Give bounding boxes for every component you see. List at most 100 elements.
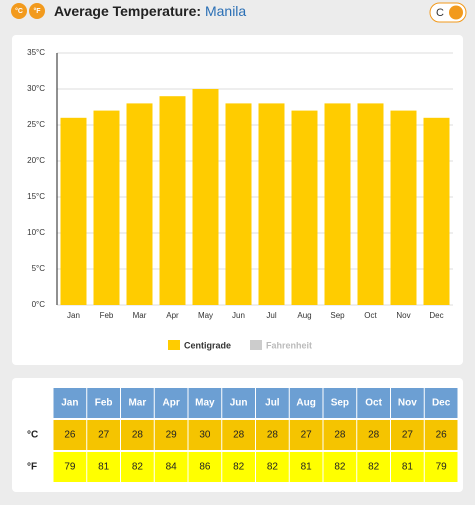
- unit-icon-label: °C: [15, 7, 23, 15]
- cell: [256, 420, 289, 450]
- legend-label[interactable]: Centigrade: [184, 340, 231, 350]
- cell-text: 28: [368, 430, 380, 441]
- cell: [53, 452, 87, 482]
- x-tick-label: Jun: [232, 311, 245, 320]
- y-tick-label: 10°C: [27, 228, 45, 237]
- cell-text: 26: [64, 430, 76, 441]
- cell-text: 84: [166, 462, 178, 473]
- legend-label[interactable]: Fahrenheit: [266, 340, 312, 350]
- header-text: Jul: [265, 398, 280, 409]
- header-cell: [87, 388, 120, 418]
- header-cell: [323, 388, 357, 418]
- cell: [87, 452, 120, 482]
- cell: [188, 420, 222, 450]
- unit-icon-label: °F: [33, 7, 41, 15]
- y-tick-label: 15°C: [27, 192, 45, 201]
- legend-swatch[interactable]: [168, 340, 180, 350]
- y-tick-label: 25°C: [27, 120, 45, 129]
- cell: [53, 420, 87, 450]
- x-tick-label: Mar: [133, 311, 147, 320]
- row-label: °F: [27, 462, 37, 473]
- header-text: May: [195, 398, 215, 409]
- header-text: Feb: [95, 398, 113, 409]
- cell: [188, 452, 222, 482]
- cell: [87, 420, 120, 450]
- header-cell: [424, 388, 458, 418]
- unit-icon[interactable]: [29, 3, 45, 19]
- row-label: °C: [27, 430, 38, 441]
- cell-text: 28: [267, 430, 279, 441]
- header-text: Oct: [365, 398, 382, 409]
- cell: [289, 420, 323, 450]
- cell-text: 30: [199, 430, 211, 441]
- cell-text: 82: [368, 462, 380, 473]
- cell-text: 81: [402, 462, 414, 473]
- cell: [424, 452, 458, 482]
- cell-text: 28: [334, 430, 346, 441]
- cell: [323, 452, 357, 482]
- cell: [357, 452, 390, 482]
- x-tick-label: Dec: [429, 311, 443, 320]
- cell: [121, 452, 154, 482]
- cell-text: 79: [64, 462, 76, 473]
- bar: [258, 103, 285, 306]
- table: Jan Feb Mar Apr May Jun Jul Aug Sep Oct Nov Dec °C 26…: [27, 388, 458, 482]
- cell: [391, 452, 424, 482]
- cell-text: 81: [301, 462, 313, 473]
- cell-text: 82: [132, 462, 144, 473]
- toggle-label: C: [436, 7, 444, 19]
- bar: [159, 96, 186, 305]
- bar: [324, 103, 351, 306]
- bar: [225, 103, 252, 306]
- cell-text: 27: [98, 430, 110, 441]
- bar: [93, 110, 120, 305]
- x-tick-label: Oct: [364, 311, 377, 320]
- bar: [357, 103, 384, 306]
- city: Manila: [205, 3, 246, 19]
- x-tick-label: Aug: [297, 311, 311, 320]
- bar: [192, 89, 219, 305]
- cell-text: 82: [334, 462, 346, 473]
- cell-text: 28: [132, 430, 144, 441]
- header-cell: [188, 388, 222, 418]
- cell-text: 82: [267, 462, 279, 473]
- y-tick-label: 35°C: [27, 48, 45, 57]
- cell: [222, 452, 255, 482]
- x-tick-label: Feb: [100, 311, 114, 320]
- x-tick-label: Nov: [396, 311, 410, 320]
- cell: [154, 420, 188, 450]
- unit-icon[interactable]: [11, 3, 27, 19]
- header-text: Mar: [128, 398, 146, 409]
- cell-text: 26: [436, 430, 448, 441]
- header-text: Apr: [163, 398, 180, 409]
- header-text: Dec: [432, 398, 451, 409]
- header-text: Jun: [230, 398, 248, 409]
- toggle-knob: [449, 5, 463, 20]
- y-tick-label: 30°C: [27, 84, 45, 93]
- cell: [323, 420, 357, 450]
- y-tick-label: 5°C: [32, 264, 46, 273]
- legend-swatch[interactable]: [250, 340, 262, 350]
- header-cell: [53, 388, 87, 418]
- header-cell: [154, 388, 188, 418]
- header-text: Jan: [61, 398, 78, 409]
- y-tick-label: 20°C: [27, 156, 45, 165]
- cell-text: 27: [301, 430, 313, 441]
- header-cell: [121, 388, 154, 418]
- x-tick-label: Sep: [330, 311, 345, 320]
- header-cell: [256, 388, 289, 418]
- cell-text: 27: [402, 430, 414, 441]
- bar: [60, 117, 87, 305]
- bar: [291, 110, 318, 305]
- x-tick-label: May: [198, 311, 213, 320]
- x-tick-label: Jan: [67, 311, 80, 320]
- header-text: Sep: [331, 398, 349, 409]
- header-text: Aug: [296, 398, 315, 409]
- x-tick-label: Apr: [166, 311, 179, 320]
- bar: [390, 110, 417, 305]
- cell: [289, 452, 323, 482]
- y-tick-label: 0°C: [32, 300, 46, 309]
- bar: [423, 117, 450, 305]
- header-cell: [391, 388, 424, 418]
